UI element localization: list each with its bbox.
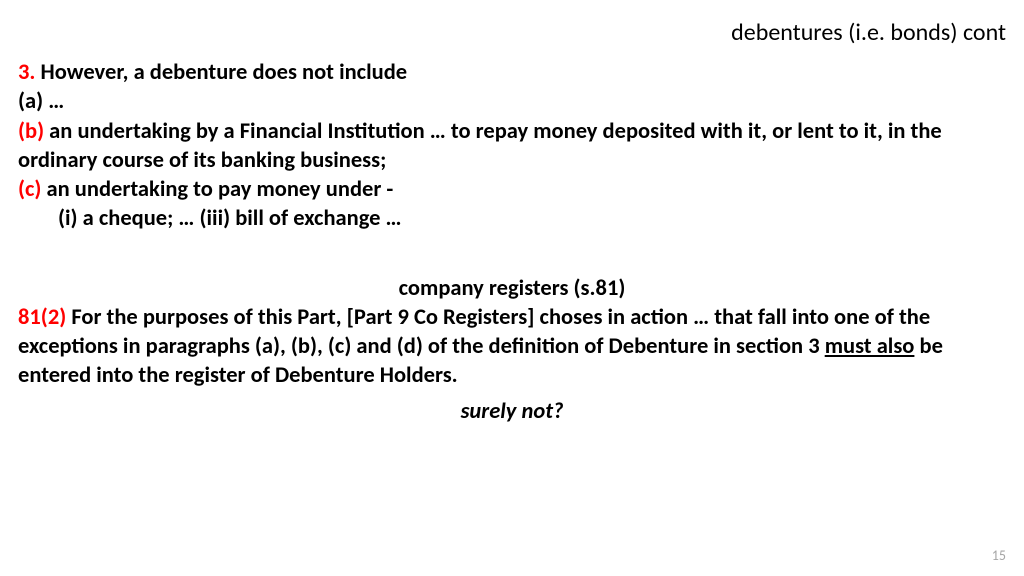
sec3-b-label: (b) xyxy=(18,118,44,145)
sec3-c-text: an undertaking to pay money under - xyxy=(41,176,393,203)
slide-header: debentures (i.e. bonds) cont xyxy=(731,18,1006,47)
sec81-text-before: For the purposes of this Part, [Part 9 C… xyxy=(18,304,930,360)
sec3-lead: 3. However, a debenture does not include xyxy=(18,58,1006,87)
sec81-underlined: must also xyxy=(825,333,915,360)
sec3-lead-text: However, a debenture does not include xyxy=(35,59,407,86)
page-number: 15 xyxy=(992,547,1006,564)
sec3-a-label: (a) xyxy=(18,88,43,115)
sec81-number: 81(2) xyxy=(18,304,66,331)
slide: debentures (i.e. bonds) cont 3. However,… xyxy=(0,0,1024,576)
sec81-comment: surely not? xyxy=(18,397,1006,426)
sec3-a: (a) … xyxy=(18,87,1006,116)
sec3-c-sub-text: (i) a cheque; … (iii) bill of exchange … xyxy=(58,205,402,232)
sec81-heading-text: company registers (s.81) xyxy=(399,275,626,302)
sec3-a-text: … xyxy=(43,88,64,115)
page-number-value: 15 xyxy=(992,547,1006,564)
sec3-c: (c) an undertaking to pay money under - xyxy=(18,175,1006,204)
header-title: debentures (i.e. bonds) cont xyxy=(731,18,1006,47)
sec3-b: (b) an undertaking by a Financial Instit… xyxy=(18,117,1006,176)
sec81-heading: company registers (s.81) xyxy=(18,274,1006,303)
sec3-c-sub: (i) a cheque; … (iii) bill of exchange … xyxy=(58,204,1006,233)
sec3-c-label: (c) xyxy=(18,176,41,203)
sec81-comment-text: surely not? xyxy=(461,398,564,425)
slide-body: 3. However, a debenture does not include… xyxy=(18,58,1006,426)
sec3-number: 3. xyxy=(18,59,35,86)
sec81-body: 81(2) For the purposes of this Part, [Pa… xyxy=(18,303,1006,391)
sec3-b-text: an undertaking by a Financial Institutio… xyxy=(18,118,942,174)
